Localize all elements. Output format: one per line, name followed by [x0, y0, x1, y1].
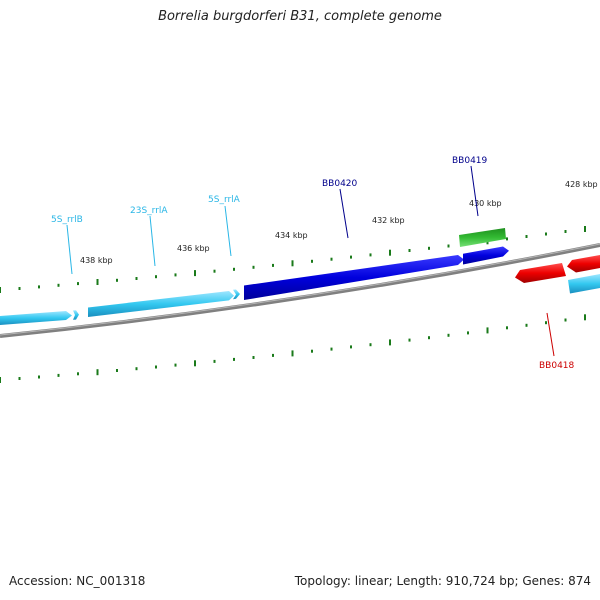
scale-label-438kbp: 438 kbp	[80, 256, 113, 265]
scale-label-436kbp: 436 kbp	[177, 244, 210, 253]
genome-backbone-highlight	[0, 243, 600, 336]
leader-5s-rrlb	[66, 224, 73, 275]
feature-label-5s-rrlb: 5S_rrlB	[51, 215, 83, 225]
gene-arrow-23s-rrla[interactable]	[88, 291, 234, 317]
scale-label-430kbp: 430 kbp	[469, 199, 502, 208]
gene-arrow-bb0419[interactable]	[459, 228, 506, 247]
scale-ticks-lower	[0, 314, 586, 383]
genome-backbone	[0, 243, 600, 338]
feature-label-bb0420: BB0420	[322, 179, 358, 189]
leader-5s-rrla	[224, 205, 232, 257]
leader-bb0418	[546, 312, 555, 357]
feature-label-bb0419: BB0419	[452, 156, 488, 166]
feature-label-5s-rrla: 5S_rrlA	[208, 195, 241, 205]
accession-text: Accession: NC_001318	[9, 574, 146, 588]
gene-arrow-5s-rrla[interactable]	[233, 289, 240, 300]
feature-label-bb0418: BB0418	[539, 361, 575, 371]
gene-arrow-bb0420[interactable]	[244, 255, 464, 300]
gene-arrow-rrna-right[interactable]	[568, 274, 600, 294]
leader-bb0420	[339, 188, 349, 239]
leader-bb0419	[470, 165, 479, 217]
map-title: Borrelia burgdorferi B31, complete genom…	[158, 9, 442, 24]
gene-arrow-rrna-left[interactable]	[0, 311, 72, 325]
gene-arrow-bb0420-b[interactable]	[463, 246, 509, 265]
gene-arrow-bb0418[interactable]	[515, 263, 566, 283]
scale-label-428kbp: 428 kbp	[565, 180, 598, 189]
scale-label-432kbp: 432 kbp	[372, 216, 405, 225]
scale-label-434kbp: 434 kbp	[275, 231, 308, 240]
gene-arrow-5s-rrlb[interactable]	[73, 310, 79, 320]
genome-summary-text: Topology: linear; Length: 910,724 bp; Ge…	[294, 574, 591, 588]
gene-arrow-bb0418-b[interactable]	[567, 255, 600, 273]
leader-23s-rrla	[149, 215, 156, 267]
feature-label-23s-rrla: 23S_rrlA	[130, 206, 168, 216]
